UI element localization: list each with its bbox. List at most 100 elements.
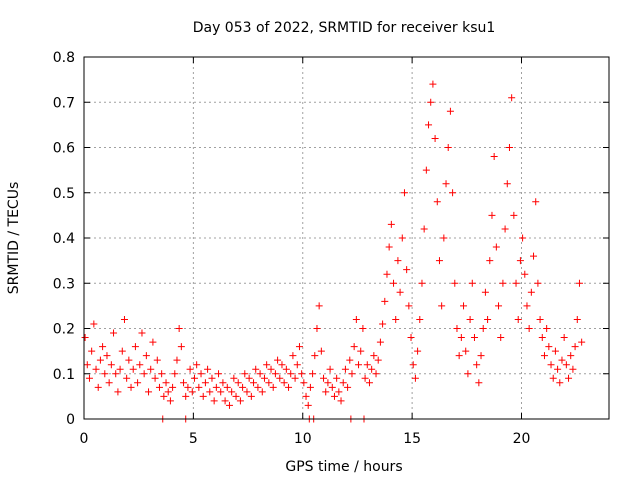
data-point <box>514 315 522 323</box>
data-point <box>407 334 415 342</box>
data-point <box>199 392 207 400</box>
data-point <box>118 347 126 355</box>
data-point <box>387 220 395 228</box>
data-point <box>276 374 284 382</box>
data-point <box>112 370 120 378</box>
data-point <box>475 379 483 387</box>
data-point <box>508 94 516 102</box>
data-point <box>298 370 306 378</box>
data-point <box>215 370 223 378</box>
data-point <box>317 347 325 355</box>
data-point <box>440 234 448 242</box>
data-point <box>376 338 384 346</box>
data-point <box>92 365 100 373</box>
data-point <box>339 379 347 387</box>
data-point <box>169 383 177 391</box>
data-point <box>374 356 382 364</box>
data-point <box>344 383 352 391</box>
y-tick-label: 0.6 <box>53 141 75 157</box>
data-point <box>164 388 172 396</box>
data-point <box>107 361 115 369</box>
x-tick-label: 10 <box>294 431 312 447</box>
data-point <box>390 279 398 287</box>
data-point <box>232 392 240 400</box>
data-point <box>558 356 566 364</box>
data-point <box>359 325 367 332</box>
data-point <box>536 315 544 323</box>
data-point <box>446 107 454 115</box>
data-point <box>85 374 93 382</box>
data-point <box>355 361 363 369</box>
data-points <box>81 80 586 423</box>
data-point <box>486 257 494 265</box>
data-point <box>516 257 524 265</box>
data-point <box>394 257 402 265</box>
data-point <box>280 379 288 387</box>
y-tick-label: 0.2 <box>53 322 75 338</box>
data-point <box>171 370 179 378</box>
data-point <box>490 153 498 161</box>
data-point <box>225 401 233 409</box>
y-tick-label: 0.8 <box>53 50 75 66</box>
data-point <box>129 365 137 373</box>
data-point <box>114 388 122 396</box>
data-point <box>335 388 343 396</box>
data-point <box>481 288 489 296</box>
data-point <box>534 279 542 287</box>
data-point <box>379 320 387 328</box>
data-point <box>505 144 513 151</box>
data-point <box>468 279 476 287</box>
data-point <box>400 189 408 197</box>
data-point <box>116 365 124 373</box>
data-point <box>228 388 236 396</box>
data-point <box>239 383 247 391</box>
data-point <box>346 356 354 364</box>
data-point <box>254 383 262 391</box>
data-point <box>274 356 282 364</box>
data-point <box>464 370 472 378</box>
data-point <box>370 352 378 360</box>
data-point <box>457 334 465 342</box>
data-point <box>184 383 192 391</box>
data-point <box>571 343 579 351</box>
data-point <box>429 80 437 88</box>
data-point <box>306 383 314 391</box>
data-point <box>538 334 546 342</box>
data-point <box>173 356 181 364</box>
data-point <box>492 243 500 251</box>
data-point <box>260 374 268 382</box>
data-point <box>532 198 540 206</box>
data-point <box>125 356 133 364</box>
data-point <box>365 379 373 387</box>
x-tick-label: 15 <box>403 431 421 447</box>
data-point <box>289 352 297 360</box>
data-point <box>230 374 238 382</box>
data-point <box>212 383 220 391</box>
data-point <box>396 288 404 296</box>
chart-title: Day 053 of 2022, SRMTID for receiver ksu… <box>193 20 496 36</box>
data-point <box>256 370 264 378</box>
data-point <box>210 397 218 405</box>
data-point <box>175 325 183 332</box>
data-point <box>94 383 102 391</box>
data-point <box>551 347 559 355</box>
data-point <box>444 144 452 151</box>
data-point <box>556 379 564 387</box>
y-tick-label: 0.4 <box>53 231 75 247</box>
data-point <box>282 365 290 373</box>
data-point <box>101 370 109 378</box>
data-point <box>204 365 212 373</box>
data-point <box>324 379 332 387</box>
data-point <box>250 379 258 387</box>
data-point <box>293 361 301 369</box>
data-point <box>403 266 411 274</box>
data-point <box>523 302 531 310</box>
data-point <box>361 374 369 382</box>
data-point <box>103 352 111 360</box>
y-tick-label: 0.1 <box>53 367 75 383</box>
data-point <box>488 211 496 219</box>
data-point <box>309 370 317 378</box>
data-point <box>549 374 557 382</box>
data-point <box>501 225 509 233</box>
